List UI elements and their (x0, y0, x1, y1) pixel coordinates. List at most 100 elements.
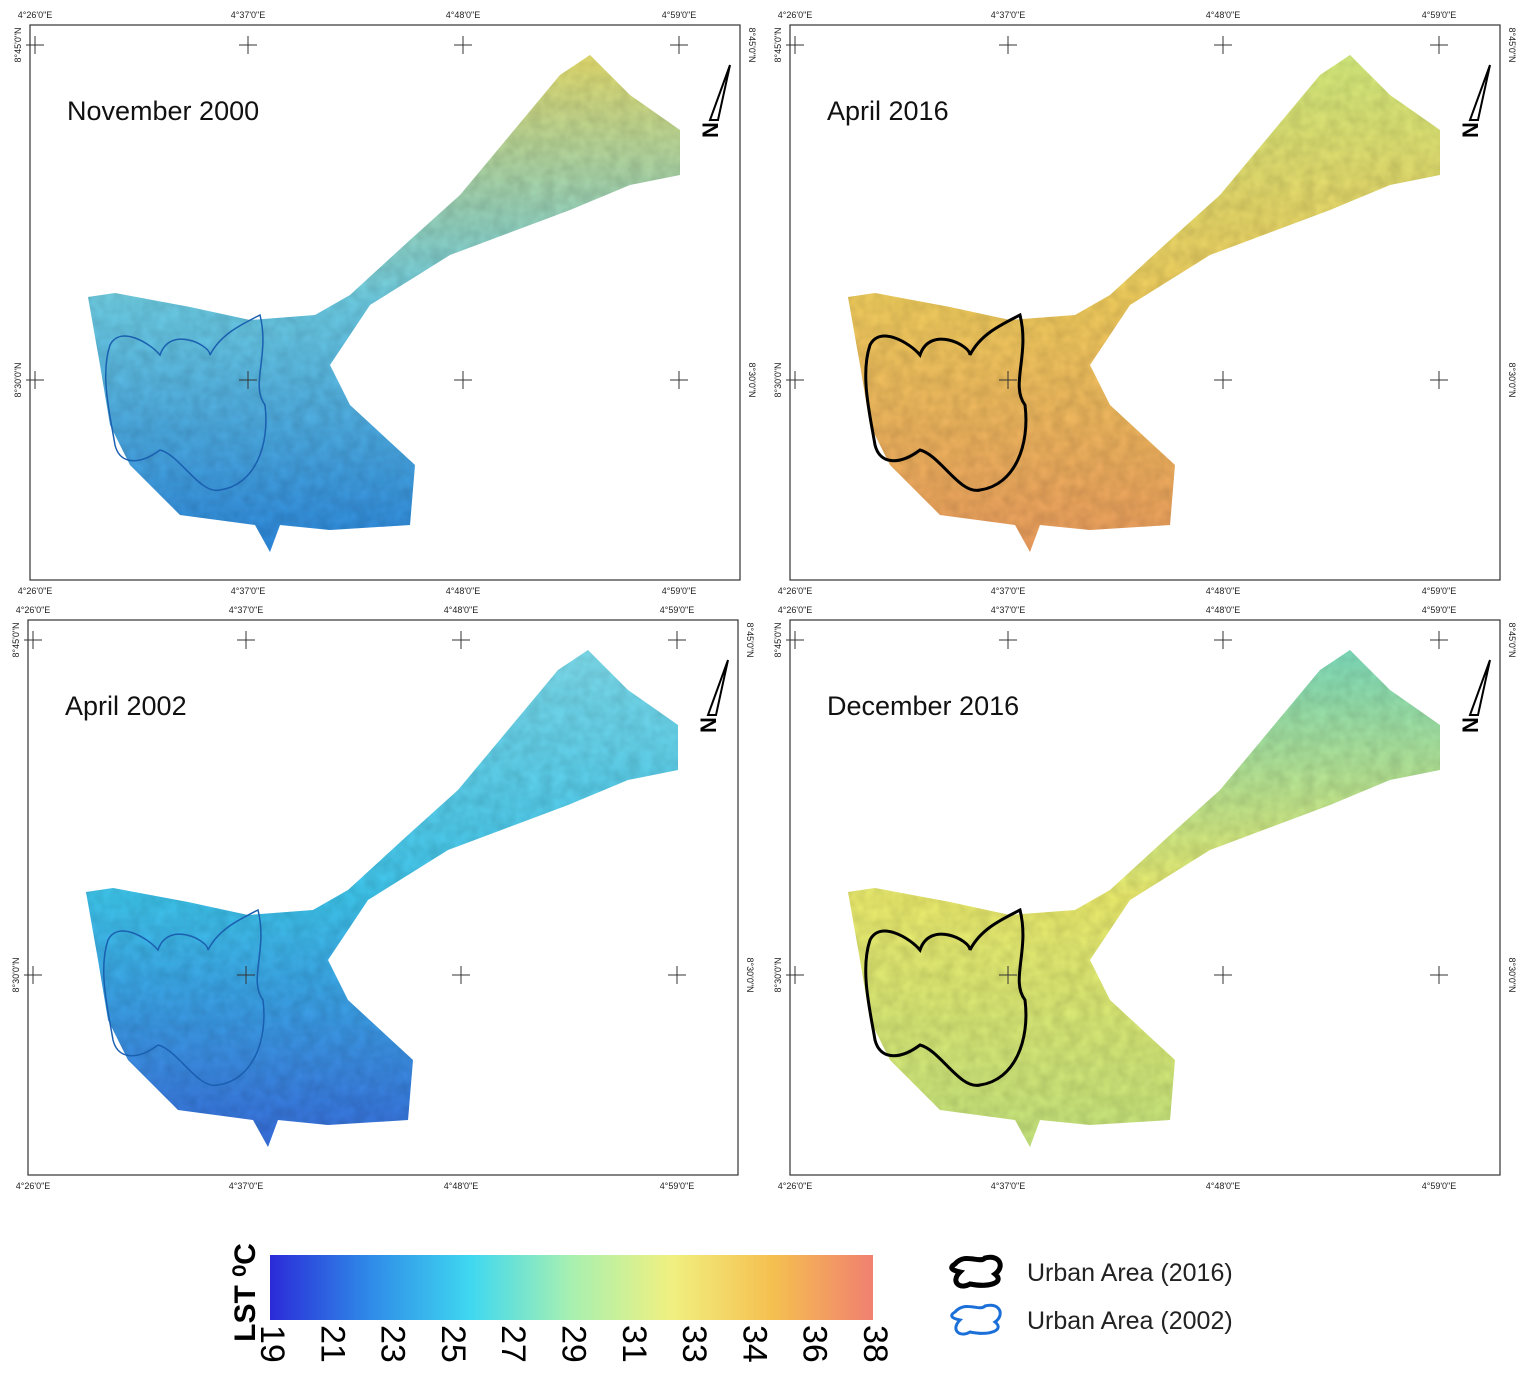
lon-label: 4°26'0"E (18, 586, 53, 596)
lon-label: 4°59'0"E (1422, 586, 1457, 596)
colorbar-title: LST ⁰C (229, 1243, 262, 1342)
lon-label: 4°59'0"E (660, 1181, 695, 1191)
panel-title: April 2002 (65, 691, 187, 721)
lat-label: 8°45'0"N (773, 622, 783, 657)
lon-label: 4°59'0"E (1422, 10, 1457, 20)
graticule-cross (670, 36, 688, 54)
lon-label: 4°26'0"E (18, 10, 53, 20)
graticule-cross (237, 631, 255, 649)
lon-label: 4°59'0"E (662, 586, 697, 596)
north-arrow (1468, 64, 1491, 121)
north-arrow (1468, 659, 1491, 716)
graticule-cross (454, 371, 472, 389)
legend-icon (949, 1254, 1003, 1289)
lon-label: 4°26'0"E (16, 605, 51, 615)
colorbar-tick-label: 36 (796, 1325, 834, 1363)
lst-surface (848, 55, 1440, 552)
graticule-cross (1214, 371, 1232, 389)
lat-label: 8°45'0"N (773, 27, 783, 62)
graticule-cross (668, 631, 686, 649)
lon-label: 4°37'0"E (231, 586, 266, 596)
graticule-cross (452, 631, 470, 649)
lat-label: 8°30'0"N (1507, 957, 1517, 992)
map-panel: December 2016 4°26'0"E 4°26'0"E 4°37'0"E 4°3… (773, 605, 1517, 1191)
panel-title: April 2016 (827, 96, 949, 126)
urban-outline (864, 907, 1028, 1087)
lat-label: 8°45'0"N (745, 622, 755, 657)
lat-label: 8°45'0"N (1507, 622, 1517, 657)
graticule-cross (1430, 966, 1448, 984)
lon-label: 4°48'0"E (1206, 605, 1241, 615)
lat-label: 8°45'0"N (747, 27, 757, 62)
lon-label: 4°48'0"E (1206, 10, 1241, 20)
lon-label: 4°26'0"E (778, 586, 813, 596)
graticule-cross (1430, 36, 1448, 54)
lon-label: 4°48'0"E (446, 586, 481, 596)
colorbar-tick-label: 38 (856, 1325, 894, 1363)
lon-label: 4°37'0"E (229, 1181, 264, 1191)
colorbar-tick-label: 33 (675, 1325, 713, 1363)
graticule-cross (999, 371, 1017, 389)
lat-label: 8°30'0"N (745, 957, 755, 992)
graticule-cross (1214, 36, 1232, 54)
panel-title: November 2000 (67, 96, 259, 126)
lat-label: 8°30'0"N (747, 362, 757, 397)
lat-label: 8°30'0"N (11, 957, 21, 992)
lon-label: 4°37'0"E (991, 605, 1026, 615)
graticule-cross (1430, 371, 1448, 389)
colorbar-tick-label: 29 (555, 1325, 593, 1363)
graticule-cross (786, 371, 804, 389)
lon-label: 4°26'0"E (778, 10, 813, 20)
graticule-cross (237, 966, 255, 984)
north-arrow (708, 64, 731, 121)
lon-label: 4°59'0"E (660, 605, 695, 615)
graticule-cross (26, 371, 44, 389)
graticule-cross (999, 966, 1017, 984)
lon-label: 4°37'0"E (229, 605, 264, 615)
lat-label: 8°45'0"N (13, 27, 23, 62)
lon-label: 4°37'0"E (991, 10, 1026, 20)
lon-label: 4°37'0"E (231, 10, 266, 20)
lst-surface (86, 650, 678, 1147)
lat-label: 8°45'0"N (1507, 27, 1517, 62)
lon-label: 4°37'0"E (991, 586, 1026, 596)
lat-label: 8°30'0"N (1507, 362, 1517, 397)
lat-label: 8°30'0"N (773, 362, 783, 397)
graticule-cross (1430, 631, 1448, 649)
lst-surface (88, 55, 680, 552)
colorbar-tick-label: 25 (434, 1325, 472, 1363)
legend-icon (950, 1303, 1002, 1336)
urban-outline (103, 908, 265, 1086)
lst-surface (848, 650, 1440, 1147)
graticule-cross (786, 36, 804, 54)
lon-label: 4°48'0"E (444, 1181, 479, 1191)
graticule-cross (24, 631, 42, 649)
lon-label: 4°37'0"E (991, 1181, 1026, 1191)
lon-label: 4°26'0"E (778, 605, 813, 615)
legend-label: Urban Area (2016) (1027, 1259, 1233, 1287)
graticule-cross (786, 631, 804, 649)
lon-label: 4°26'0"E (16, 1181, 51, 1191)
graticule-cross (1214, 631, 1232, 649)
lon-label: 4°48'0"E (444, 605, 479, 615)
urban-outline (864, 312, 1028, 492)
north-label: N (1458, 122, 1483, 138)
lon-label: 4°48'0"E (1206, 1181, 1241, 1191)
lon-label: 4°48'0"E (446, 10, 481, 20)
graticule-cross (786, 966, 804, 984)
panel-title: December 2016 (827, 691, 1019, 721)
graticule-cross (24, 966, 42, 984)
graticule-cross (239, 371, 257, 389)
graticule-cross (670, 371, 688, 389)
graticule-cross (26, 36, 44, 54)
colorbar-tick-label: 19 (253, 1325, 291, 1363)
map-panel: April 2016 4°26'0"E 4°26'0"E 4°37'0"E 4°37'0… (773, 10, 1517, 596)
north-label: N (698, 122, 723, 138)
map-panel: November 2000 4°26'0"E 4°26'0"E 4°37'0"E 4°3… (13, 10, 757, 596)
graticule-cross (668, 966, 686, 984)
colorbar-tick-label: 34 (735, 1325, 773, 1363)
lat-label: 8°45'0"N (11, 622, 21, 657)
lat-label: 8°30'0"N (13, 362, 23, 397)
north-arrow (706, 659, 729, 716)
